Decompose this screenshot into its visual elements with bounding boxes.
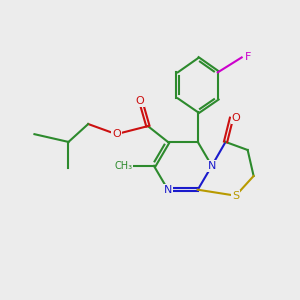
Text: S: S xyxy=(232,191,239,201)
Text: N: N xyxy=(208,161,216,171)
Text: N: N xyxy=(164,185,172,195)
Text: O: O xyxy=(232,113,240,123)
Text: O: O xyxy=(135,96,144,106)
Text: F: F xyxy=(245,52,251,62)
Text: CH₃: CH₃ xyxy=(114,161,133,171)
Text: O: O xyxy=(112,129,121,139)
